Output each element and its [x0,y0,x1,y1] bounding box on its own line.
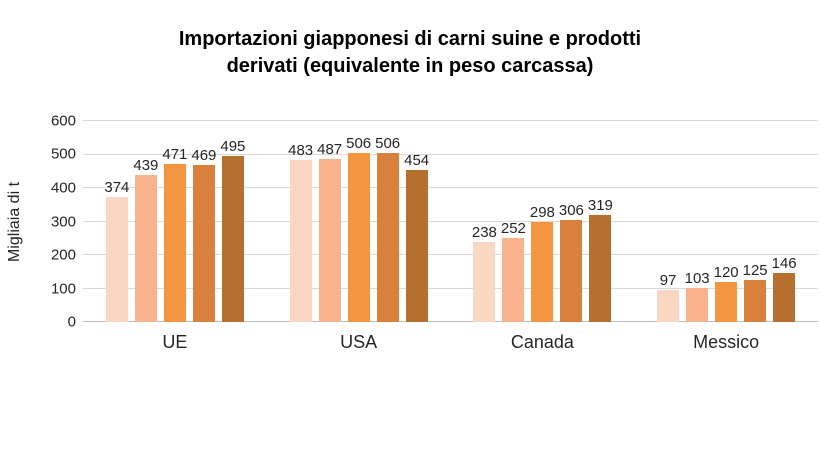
gridline-300 [83,220,818,222]
bar-usa-series-5: 454 [404,152,429,322]
chart-title-line-2: derivati (equivalente in peso carcassa) [226,55,594,77]
bar-value-label: 506 [346,134,372,152]
bar-value-label: 374 [104,178,130,196]
y-tick-label-200: 200 [50,246,76,264]
bar-value-label: 298 [529,204,555,222]
bar-messico-series-3: 120 [714,264,739,322]
bar-usa-series-4: 506 [375,135,400,322]
bar-value-label: 125 [742,262,768,280]
bar-value-label: 495 [220,138,246,156]
category-label-canada: Canada [510,332,574,352]
bar-value-label: 97 [659,271,677,289]
bar-value-label: 146 [771,255,797,273]
bar-group-canada: 238 252 298 306 319 [451,121,635,322]
y-tick-label-300: 300 [50,213,76,230]
bar-value-label: 306 [558,201,584,219]
category-label-ue: UE [162,332,188,352]
bar-ue-series-2: 439 [133,157,158,322]
bar-canada-series-5: 319 [588,197,613,322]
bar-canada-series-1: 238 [472,224,497,322]
bar-groups: 374 439 471 469 495 483 487 506 506 454 238 252 298 3… [83,121,818,322]
y-tick-label-100: 100 [50,280,76,297]
bar-messico-series-2: 103 [685,270,710,322]
bar-value-label: 506 [375,134,401,152]
bar-group-messico: 97 103 120 125 146 [634,121,818,322]
y-tick-label-500: 500 [50,145,76,163]
y-axis-tick-labels: 0 100 200 300 400 500 600 [0,113,76,331]
y-tick-label-600: 600 [50,112,76,130]
bar-value-label: 439 [133,156,159,174]
bar-value-label: 103 [684,269,710,287]
bar-group-usa: 483 487 506 506 454 [267,121,451,322]
gridline-100 [83,287,818,289]
bar-value-label: 487 [317,140,343,158]
bar-usa-series-1: 483 [288,142,313,322]
category-label-usa: USA [340,332,378,352]
bar-ue-series-5: 495 [220,138,245,322]
gridline-400 [83,187,818,189]
bar-value-label: 319 [587,197,613,215]
y-tick-label-0: 0 [67,313,76,331]
bar-value-label: 471 [162,146,188,164]
x-axis-category-labels: UE USA Canada Messico [83,332,818,353]
category-label-messico: Messico [693,332,760,352]
bar-canada-series-2: 252 [501,220,526,322]
bar-value-label: 120 [713,263,739,281]
bar-group-ue: 374 439 471 469 495 [83,121,267,322]
bar-usa-series-3: 506 [346,135,371,322]
bar-canada-series-4: 306 [559,202,584,322]
bar-ue-series-1: 374 [104,179,129,322]
bar-messico-series-4: 125 [743,262,768,322]
bar-canada-series-3: 298 [530,204,555,322]
gridlines [83,120,818,322]
gridline-200 [83,254,818,256]
bar-messico-series-1: 97 [657,272,680,322]
gridline-500 [83,153,818,155]
plot-area: 374 439 471 469 495 483 487 506 506 454 238 252 298 3… [83,120,818,322]
chart-title-line-1: Importazioni giapponesi di carni suine e… [178,28,642,50]
y-tick-label-400: 400 [50,179,76,197]
bar-value-label: 252 [500,219,526,237]
x-axis-line [83,321,818,322]
bar-value-label: 238 [471,224,497,242]
gridline-600 [83,120,818,121]
bar-ue-series-3: 471 [162,146,187,322]
bar-value-label: 454 [404,151,430,169]
chart-title: Importazioni giapponesi di carni suine e… [0,26,820,80]
bar-messico-series-5: 146 [772,255,797,322]
bar-ue-series-4: 469 [191,147,216,322]
bar-value-label: 483 [288,142,314,160]
bar-usa-series-2: 487 [317,141,342,322]
bar-value-label: 469 [191,146,217,164]
